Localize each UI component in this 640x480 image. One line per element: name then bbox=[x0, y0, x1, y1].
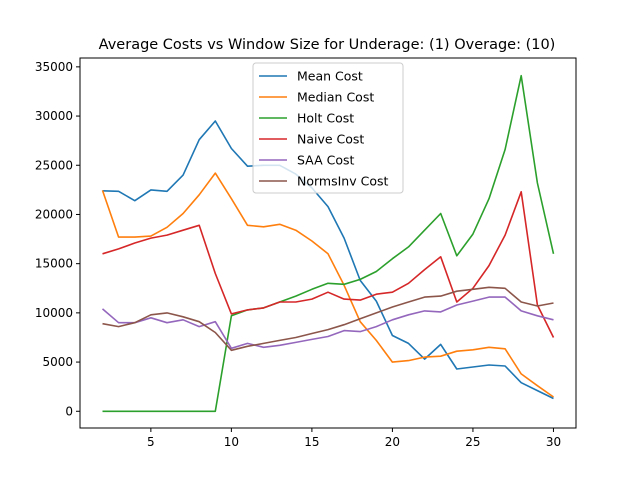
x-tick-label: 10 bbox=[224, 435, 239, 449]
series-layer bbox=[101, 74, 555, 413]
x-tick-label: 5 bbox=[147, 435, 155, 449]
y-tick-label: 15000 bbox=[35, 257, 73, 271]
series-line-holt-cost bbox=[102, 74, 555, 413]
series-line-normsinv-cost bbox=[102, 286, 554, 352]
y-tick-label: 35000 bbox=[35, 60, 73, 74]
x-tick-label: 30 bbox=[546, 435, 561, 449]
legend-label-holt-cost: Holt Cost bbox=[297, 111, 354, 126]
x-tick-label: 15 bbox=[304, 435, 319, 449]
legend-label-saa-cost: SAA Cost bbox=[297, 153, 354, 168]
series-line-median-cost bbox=[101, 172, 554, 398]
y-tick-label: 30000 bbox=[35, 109, 73, 123]
legend-box bbox=[252, 62, 404, 194]
legend-label-normsinv-cost: NormsInv Cost bbox=[297, 174, 388, 189]
series-line-naive-cost bbox=[102, 191, 555, 338]
plot-frame bbox=[79, 57, 577, 429]
series-line-saa-cost bbox=[101, 296, 554, 350]
x-tick-label: 25 bbox=[465, 435, 480, 449]
y-tick-label: 5000 bbox=[42, 355, 73, 369]
axis-layer: 5 10 15 20 25 30 0 5000 10000 15000 20000 25000 3000… bbox=[35, 60, 561, 449]
y-tick-label: 25000 bbox=[35, 158, 73, 172]
legend-label-median-cost: Median Cost bbox=[297, 90, 374, 105]
legend-label-naive-cost: Naive Cost bbox=[297, 132, 364, 147]
y-tick-label: 0 bbox=[65, 404, 73, 418]
x-tick-label: 20 bbox=[385, 435, 400, 449]
chart-title: Average Costs vs Window Size for Underag… bbox=[99, 37, 556, 53]
series-line-mean-cost bbox=[102, 120, 554, 400]
legend: Mean Cost Median Cost Holt Cost Naive Cost S… bbox=[252, 62, 404, 194]
y-tick-label: 10000 bbox=[35, 306, 73, 320]
legend-label-mean-cost: Mean Cost bbox=[297, 69, 363, 84]
y-tick-label: 20000 bbox=[35, 207, 73, 221]
